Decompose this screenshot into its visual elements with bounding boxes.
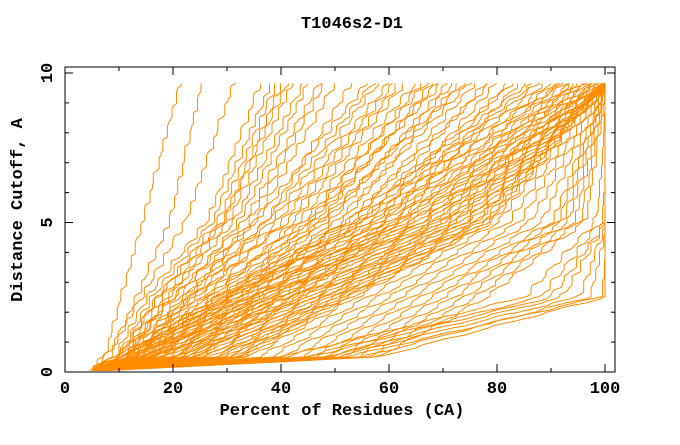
model-curve: [102, 83, 606, 371]
x-tick-label: 0: [60, 380, 70, 399]
model-curve: [100, 83, 552, 371]
model-curve: [100, 83, 514, 371]
y-tick-label: 5: [39, 217, 58, 227]
model-curves: [89, 82, 606, 371]
model-curve: [97, 83, 353, 371]
model-curve: [91, 82, 606, 371]
model-curve: [100, 83, 606, 371]
model-curve: [93, 83, 578, 371]
y-tick-label: 10: [39, 63, 58, 83]
model-curve: [91, 82, 323, 371]
model-curve: [93, 83, 604, 371]
model-curve: [91, 82, 606, 371]
model-curve: [92, 83, 556, 371]
axis-ticks: [64, 67, 615, 373]
x-tick-label: 60: [379, 380, 399, 399]
model-curve: [94, 83, 467, 371]
model-curve: [98, 83, 475, 371]
chart-title: T1046s2-D1: [301, 15, 403, 34]
model-curve: [94, 83, 275, 371]
model-curve: [93, 83, 604, 371]
x-tick-label: 80: [487, 380, 507, 399]
model-curve: [97, 83, 606, 371]
model-curve: [94, 83, 604, 371]
model-curve: [91, 83, 396, 371]
model-curve: [91, 83, 369, 371]
model-curve: [102, 83, 602, 371]
model-curve: [93, 83, 270, 371]
x-axis-label: Percent of Residues (CA): [220, 402, 465, 421]
model-curve: [92, 83, 202, 371]
x-tick-label: 20: [163, 380, 183, 399]
model-curve: [92, 83, 182, 371]
model-curve: [93, 82, 430, 371]
model-curve: [91, 82, 600, 371]
model-curve: [91, 82, 560, 371]
model-curve: [95, 83, 591, 371]
model-curve: [94, 82, 603, 371]
model-curve: [101, 83, 606, 371]
model-curve: [97, 82, 393, 371]
x-tick-label: 40: [271, 380, 291, 399]
x-tick-label: 100: [590, 380, 621, 399]
model-curve: [97, 83, 606, 371]
model-curve: [93, 83, 599, 371]
axis-tick-labels: 0 20 40 60 80 100 0 5 10: [39, 63, 620, 399]
model-curve: [102, 83, 604, 371]
model-curve: [101, 83, 604, 371]
y-axis-label: Distance Cutoff, A: [9, 117, 28, 301]
model-curve: [97, 82, 606, 371]
model-curve: [89, 82, 237, 371]
model-curve: [93, 83, 262, 371]
model-curve: [101, 83, 403, 371]
model-curve: [98, 83, 606, 371]
model-curve: [92, 83, 281, 371]
model-curve: [102, 83, 606, 371]
model-curve: [98, 83, 379, 371]
model-curve: [98, 83, 289, 371]
model-curve: [96, 83, 543, 371]
model-curve: [102, 83, 606, 371]
model-curve: [97, 83, 606, 371]
plot-frame: [64, 66, 616, 373]
model-curve: [92, 82, 377, 371]
y-tick-label: 0: [39, 367, 58, 377]
model-curve: [100, 82, 592, 371]
model-curve: [94, 83, 303, 371]
model-curve: [101, 83, 457, 371]
model-curve: [94, 83, 526, 371]
model-curve: [95, 83, 570, 371]
model-curve: [94, 82, 390, 371]
model-curve: [94, 83, 596, 371]
model-curve: [98, 83, 422, 371]
model-curve: [94, 82, 472, 371]
model-curve: [100, 83, 506, 371]
model-curve: [91, 82, 588, 371]
